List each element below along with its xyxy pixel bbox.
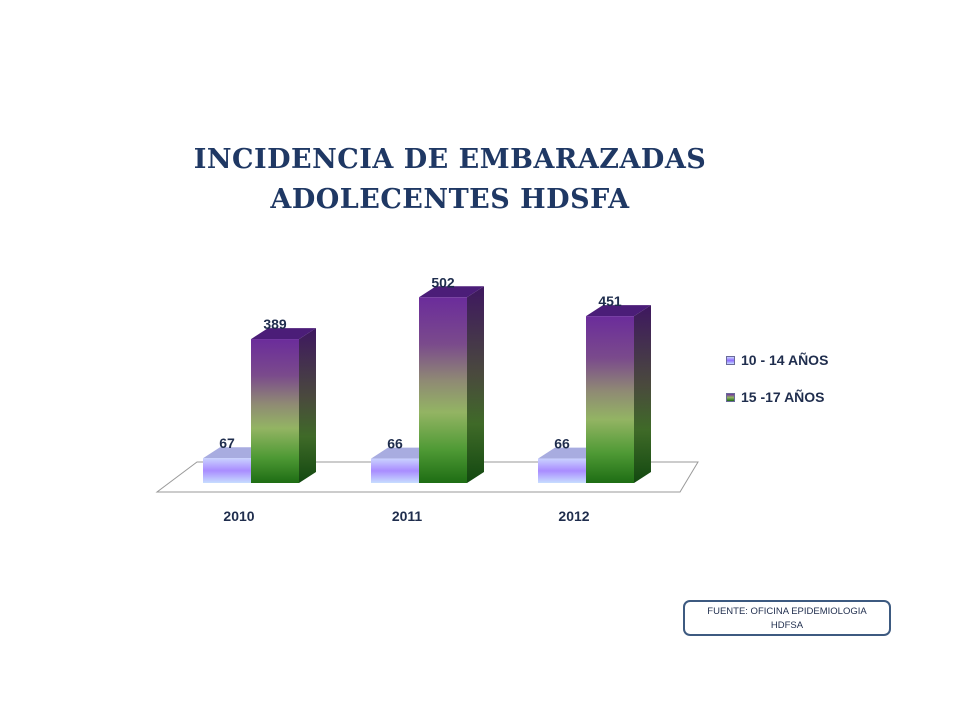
bar-side-face	[634, 305, 651, 483]
bar-2010-series-2	[251, 328, 316, 483]
chart-title-line-1: INCIDENCIA DE EMBARAZADAS	[193, 144, 707, 175]
bars-group: 67 389 66 502 66 451	[203, 274, 651, 483]
data-label-2012-series-1: 66	[554, 436, 570, 452]
bar-front-face	[203, 458, 251, 483]
bar-front-face	[251, 339, 299, 483]
data-label-2010-series-1: 67	[219, 435, 235, 451]
data-label-2010-series-2: 389	[263, 316, 287, 332]
legend-label-10-14: 10 - 14 AÑOS	[741, 352, 829, 368]
chart-title: INCIDENCIA DE EMBARAZADAS ADOLECENTES HD…	[150, 140, 750, 220]
x-tick-label-2012: 2012	[558, 508, 589, 524]
bar-front-face	[419, 297, 467, 483]
legend-item-15-17: 15 -17 AÑOS	[726, 387, 828, 407]
bar-2012-series-2	[586, 305, 651, 483]
legend-swatch-10-14	[726, 355, 735, 365]
bar-front-face	[586, 316, 634, 483]
legend-label-15-17: 15 -17 AÑOS	[741, 389, 825, 405]
data-label-2012-series-2: 451	[598, 293, 622, 309]
x-tick-label-2011: 2011	[392, 508, 423, 524]
data-label-2011-series-1: 66	[387, 436, 403, 452]
source-note: FUENTE: OFICINA EPIDEMIOLOGIA HDFSA	[683, 600, 891, 636]
legend: 10 - 14 AÑOS 15 -17 AÑOS	[726, 350, 828, 424]
x-tick-label-2010: 2010	[223, 508, 254, 524]
bar-front-face	[538, 458, 586, 483]
chart-title-line-2: ADOLECENTES HDSFA	[270, 184, 630, 215]
bar-top-face	[251, 328, 316, 340]
bar-front-face	[371, 458, 419, 483]
bar-2011-series-2	[419, 286, 484, 483]
bar-side-face	[467, 286, 484, 483]
legend-swatch-15-17	[726, 392, 735, 402]
bar-side-face	[299, 328, 316, 483]
source-line-2: HDFSA	[770, 620, 804, 631]
data-label-2011-series-2: 502	[431, 274, 455, 290]
bar-top-face	[419, 286, 484, 298]
x-axis-labels: 2010 2011 2012	[223, 508, 589, 524]
source-line-1: FUENTE: OFICINA EPIDEMIOLOGIA	[707, 606, 867, 617]
legend-item-10-14: 10 - 14 AÑOS	[726, 350, 828, 370]
bar-top-face	[586, 305, 651, 317]
